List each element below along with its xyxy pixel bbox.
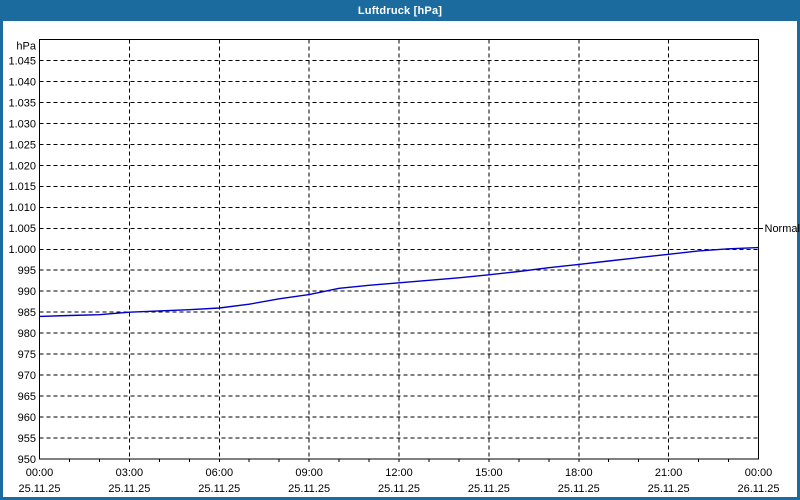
svg-text:09:00: 09:00 (295, 467, 323, 479)
svg-text:1.010: 1.010 (8, 202, 36, 214)
svg-text:25.11.25: 25.11.25 (648, 483, 690, 495)
svg-text:25.11.25: 25.11.25 (558, 483, 600, 495)
svg-text:15:00: 15:00 (475, 467, 503, 479)
svg-text:985: 985 (18, 307, 36, 319)
svg-text:00:00: 00:00 (26, 467, 54, 479)
svg-text:21:00: 21:00 (655, 467, 683, 479)
svg-text:965: 965 (18, 391, 36, 403)
svg-text:1.015: 1.015 (8, 181, 36, 193)
svg-text:25.11.25: 25.11.25 (18, 483, 60, 495)
window-border-right (797, 21, 800, 500)
svg-text:995: 995 (18, 265, 36, 277)
svg-text:955: 955 (18, 433, 36, 445)
window-border-bottom (0, 497, 800, 500)
svg-text:1.020: 1.020 (8, 160, 36, 172)
window-border-left (0, 21, 3, 500)
svg-text:12:00: 12:00 (385, 467, 413, 479)
svg-text:00:00: 00:00 (745, 467, 773, 479)
svg-text:975: 975 (18, 349, 36, 361)
svg-text:1.045: 1.045 (8, 55, 36, 67)
svg-text:1.005: 1.005 (8, 223, 36, 235)
svg-text:970: 970 (18, 370, 36, 382)
svg-text:06:00: 06:00 (206, 467, 234, 479)
svg-text:1.035: 1.035 (8, 97, 36, 109)
svg-text:hPa: hPa (16, 40, 36, 52)
svg-text:25.11.25: 25.11.25 (468, 483, 510, 495)
svg-text:980: 980 (18, 328, 36, 340)
svg-text:18:00: 18:00 (565, 467, 593, 479)
svg-text:1.040: 1.040 (8, 76, 36, 88)
svg-text:03:00: 03:00 (116, 467, 144, 479)
svg-text:Normal: Normal (765, 223, 800, 235)
svg-text:25.11.25: 25.11.25 (198, 483, 240, 495)
svg-text:1.000: 1.000 (8, 244, 36, 256)
svg-text:25.11.25: 25.11.25 (288, 483, 330, 495)
chart-title: Luftdruck [hPa] (357, 4, 443, 17)
svg-text:26.11.25: 26.11.25 (737, 483, 779, 495)
svg-text:950: 950 (18, 454, 36, 466)
svg-text:960: 960 (18, 412, 36, 424)
svg-text:1.025: 1.025 (8, 139, 36, 151)
svg-text:1.030: 1.030 (8, 118, 36, 130)
svg-text:25.11.25: 25.11.25 (378, 483, 420, 495)
window-titlebar: Luftdruck [hPa] (0, 0, 800, 21)
svg-text:990: 990 (18, 286, 36, 298)
svg-text:25.11.25: 25.11.25 (108, 483, 150, 495)
